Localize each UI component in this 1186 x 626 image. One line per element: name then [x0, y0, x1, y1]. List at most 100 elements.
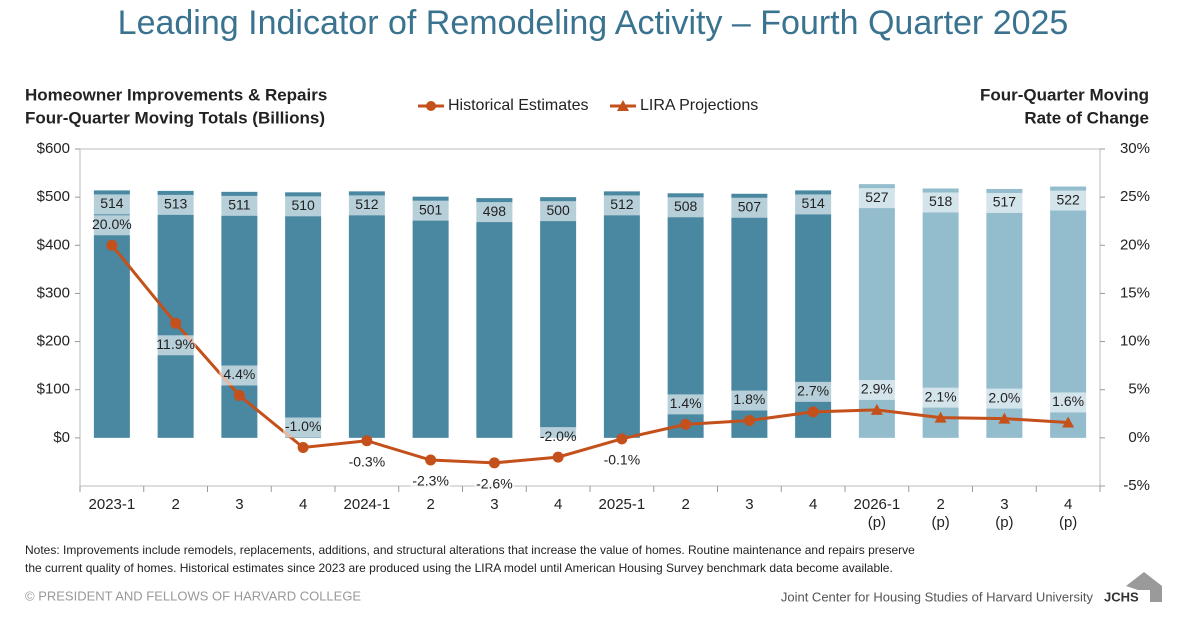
bar: [157, 190, 194, 438]
bar-label: 507: [738, 198, 762, 214]
bar-label-bg: [538, 201, 579, 222]
x-tick-label: 2026-1 (p): [853, 496, 901, 531]
y2-tick-label: 15%: [1120, 284, 1150, 301]
y2-tick-label: 20%: [1120, 236, 1150, 253]
source: Joint Center for Housing Studies of Harv…: [781, 589, 1094, 604]
marker: [807, 406, 819, 418]
y-tick-label: $500: [37, 188, 70, 205]
line-label: 1.4%: [670, 395, 702, 411]
bar-label-bg: [793, 194, 834, 215]
x-tick-label: 2: [171, 496, 180, 513]
y-tick-label: $200: [37, 333, 70, 350]
line-label-bg: [538, 427, 579, 448]
line-label-bg: [346, 452, 387, 473]
legend-marker: [426, 101, 436, 111]
line-label: -1.0%: [285, 418, 322, 434]
marker: [233, 389, 245, 401]
y-tick-label: $600: [37, 140, 70, 157]
x-tick-label: 3 (p): [995, 496, 1014, 531]
bar-label: 512: [355, 196, 379, 212]
legend-label: LIRA Projections: [640, 97, 758, 114]
marker: [934, 411, 947, 423]
x-tick-label: 4: [553, 496, 563, 513]
line-label-bg: [283, 417, 324, 438]
x-tick-label: 2024-1: [343, 496, 391, 513]
y-tick-label: $300: [37, 284, 70, 301]
line-label: 20.0%: [92, 216, 132, 232]
note: Notes: Improvements include remodels, re…: [25, 543, 915, 557]
bar-label: 522: [1056, 191, 1080, 207]
bar-label: 527: [865, 189, 889, 205]
y-tick-label: $0: [53, 429, 70, 446]
line-label: -0.3%: [349, 453, 386, 469]
x-tick-label: 2: [426, 496, 435, 513]
bar: [285, 192, 322, 438]
y-axis-title: Homeowner Improvements & Repairs: [25, 85, 327, 104]
line-label: -0.1%: [604, 452, 641, 468]
series-connector: [813, 408, 877, 414]
bar: [412, 196, 449, 438]
line-label-bg: [984, 388, 1025, 409]
line-label: 1.8%: [733, 391, 765, 407]
logo: JCHS: [1104, 589, 1139, 604]
line-label: 11.9%: [156, 336, 195, 352]
y2-tick-label: -5%: [1123, 477, 1150, 494]
y2-tick-label: 10%: [1120, 333, 1150, 350]
y-tick-label: $100: [37, 381, 70, 398]
marker: [488, 457, 500, 469]
y2-tick-label: 25%: [1120, 188, 1150, 205]
bar-label-bg: [219, 195, 260, 216]
y-tick-label: $400: [37, 236, 70, 253]
x-tick-label: 3: [235, 496, 244, 513]
marker: [1062, 416, 1075, 428]
x-tick-label: 3: [745, 496, 754, 513]
bar-label-bg: [346, 195, 387, 216]
line-label-bg: [155, 335, 196, 356]
line-label-bg: [219, 365, 260, 386]
line-label: 2.0%: [988, 389, 1020, 405]
bar-label: 498: [483, 203, 507, 219]
x-tick-label: 4: [808, 496, 818, 513]
chart-title: Leading Indicator of Remodeling Activity…: [118, 4, 1069, 42]
line-label-bg: [729, 390, 770, 411]
y2-tick-label: 0%: [1128, 429, 1150, 446]
bar-label-bg: [665, 197, 706, 218]
marker: [106, 239, 118, 251]
line-label: 2.7%: [797, 383, 829, 399]
line-label-bg: [601, 450, 642, 471]
line-label: 2.9%: [861, 381, 893, 397]
y2-tick-label: 30%: [1120, 140, 1150, 157]
bar-label-bg: [856, 188, 897, 209]
bar-label: 501: [419, 201, 443, 217]
line-label: 2.1%: [925, 388, 957, 404]
logo-icon: [1126, 572, 1162, 602]
bar-label: 514: [100, 195, 124, 211]
line-label-bg: [665, 394, 706, 415]
copyright: © PRESIDENT AND FELLOWS OF HARVARD COLLE…: [25, 588, 361, 603]
line-label-bg: [91, 215, 132, 236]
bar-label-bg: [283, 196, 324, 217]
line-label: 1.6%: [1052, 393, 1084, 409]
marker: [297, 441, 309, 453]
bar-label: 513: [164, 196, 188, 212]
x-tick-label: 2: [681, 496, 690, 513]
bar-label: 518: [929, 193, 953, 209]
y2-axis-title: Rate of Change: [1024, 108, 1149, 127]
line-label-bg: [793, 381, 834, 402]
bar-label-bg: [729, 197, 770, 218]
x-tick-label: 2023-1: [88, 496, 136, 513]
x-tick-label: 4 (p): [1058, 496, 1078, 531]
line-label: -2.0%: [540, 428, 577, 444]
line-label: 4.4%: [223, 366, 255, 382]
marker: [170, 317, 182, 329]
bar-label-bg: [155, 194, 196, 215]
marker: [743, 415, 755, 427]
marker: [998, 412, 1011, 424]
bar-label: 511: [228, 197, 251, 213]
bar-label-bg: [601, 195, 642, 216]
line: [876, 408, 1069, 424]
marker: [361, 435, 373, 447]
x-tick-label: 2025-1: [598, 496, 646, 513]
